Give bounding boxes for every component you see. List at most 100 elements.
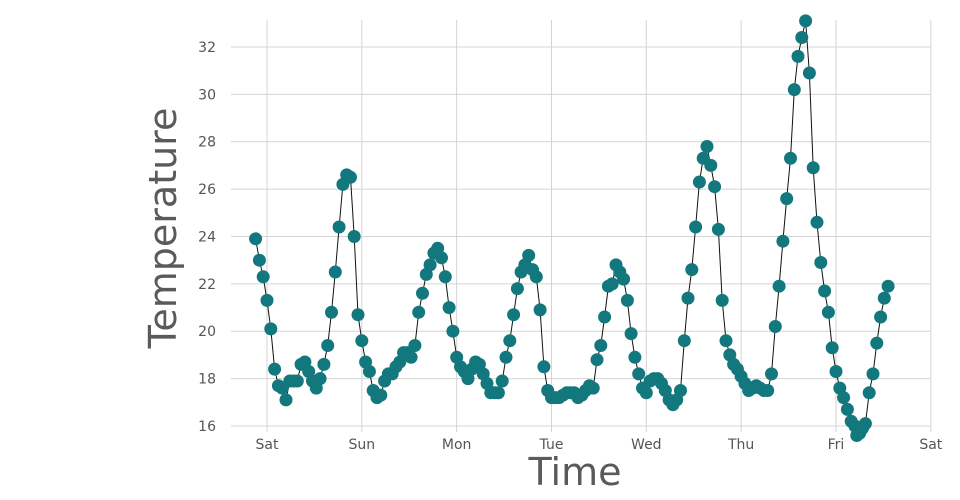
data-point <box>795 31 809 44</box>
data-point <box>821 305 835 319</box>
data-point <box>674 384 687 397</box>
data-point <box>866 367 880 381</box>
data-point <box>639 386 653 400</box>
data-point <box>362 365 376 378</box>
y-axis-title: Temperature <box>141 108 185 350</box>
data-point <box>249 232 263 246</box>
x-tick-label: Fri <box>828 437 845 453</box>
data-point <box>522 248 536 262</box>
data-point <box>681 291 695 305</box>
data-point <box>537 360 551 374</box>
data-point <box>594 339 608 352</box>
data-point <box>351 308 365 322</box>
data-point <box>719 334 733 348</box>
data-point <box>768 320 782 333</box>
data-point <box>858 417 872 431</box>
data-point <box>806 161 820 175</box>
data-point <box>412 305 426 319</box>
data-point <box>881 279 895 293</box>
data-point <box>780 192 794 206</box>
x-tick-label: Tue <box>539 437 564 453</box>
data-point <box>344 170 357 184</box>
data-point <box>605 277 619 291</box>
data-point <box>499 350 513 364</box>
data-point <box>810 215 824 229</box>
data-point <box>332 220 346 234</box>
data-point <box>784 151 797 165</box>
x-tick-label: Wed <box>631 437 662 453</box>
x-tick-labels: Sat Sun Mon Tue Wed Thu Fri Sat <box>256 437 943 453</box>
data-point <box>321 339 335 352</box>
data-point <box>590 353 604 367</box>
data-points <box>249 14 895 442</box>
data-point <box>442 301 456 315</box>
y-tick-label: 20 <box>198 324 216 340</box>
data-point <box>617 272 631 286</box>
data-point <box>435 251 448 265</box>
data-point <box>503 334 517 348</box>
data-point <box>692 175 706 189</box>
data-point <box>765 367 778 381</box>
data-point <box>772 279 786 293</box>
data-point <box>416 286 429 300</box>
data-point <box>862 386 876 400</box>
data-point <box>446 324 460 338</box>
data-point <box>279 393 293 407</box>
data-point <box>870 336 884 350</box>
data-point <box>438 270 452 284</box>
data-point <box>317 357 331 371</box>
data-point <box>290 374 304 388</box>
y-tick-label: 22 <box>198 277 216 293</box>
y-tick-label: 30 <box>198 87 216 103</box>
x-gridlines <box>266 20 932 432</box>
data-point <box>495 374 509 388</box>
data-point <box>624 327 638 341</box>
data-point <box>328 265 342 279</box>
data-point <box>685 263 699 277</box>
data-point <box>799 14 813 28</box>
data-point <box>408 339 422 352</box>
data-point <box>404 350 418 364</box>
data-point <box>507 308 521 322</box>
data-point <box>347 230 361 243</box>
data-point <box>814 256 828 269</box>
data-point <box>791 49 805 63</box>
data-point <box>761 384 775 397</box>
x-tick-label: Sun <box>349 437 376 453</box>
data-point <box>510 282 524 296</box>
y-tick-label: 28 <box>198 135 216 151</box>
data-point <box>423 258 437 272</box>
x-tick-label: Sat <box>256 437 279 453</box>
data-point <box>355 334 369 348</box>
data-point <box>256 270 270 284</box>
data-point <box>711 222 725 236</box>
series-line <box>255 20 889 437</box>
data-point <box>829 365 843 378</box>
x-tick-label: Sat <box>919 437 942 453</box>
data-point <box>776 234 790 248</box>
y-tick-label: 26 <box>198 182 216 198</box>
data-point <box>325 305 338 319</box>
data-point <box>632 367 646 381</box>
data-point <box>598 310 612 324</box>
data-point <box>874 310 888 324</box>
data-point <box>264 322 278 336</box>
y-tick-labels: 16 18 20 22 24 26 28 30 32 <box>198 40 216 435</box>
data-point <box>708 180 722 194</box>
data-point <box>620 293 634 307</box>
data-point <box>700 140 714 153</box>
data-point <box>715 293 729 307</box>
y-tick-label: 24 <box>198 229 216 245</box>
data-point <box>533 303 547 317</box>
data-point <box>252 253 266 267</box>
data-point <box>677 334 691 348</box>
x-tick-label: Mon <box>442 437 472 453</box>
data-point <box>802 66 816 80</box>
data-point <box>704 158 718 172</box>
data-point <box>840 402 854 416</box>
data-point <box>260 293 274 307</box>
data-point <box>825 341 839 355</box>
data-point <box>374 388 388 402</box>
y-tick-label: 32 <box>198 40 216 56</box>
